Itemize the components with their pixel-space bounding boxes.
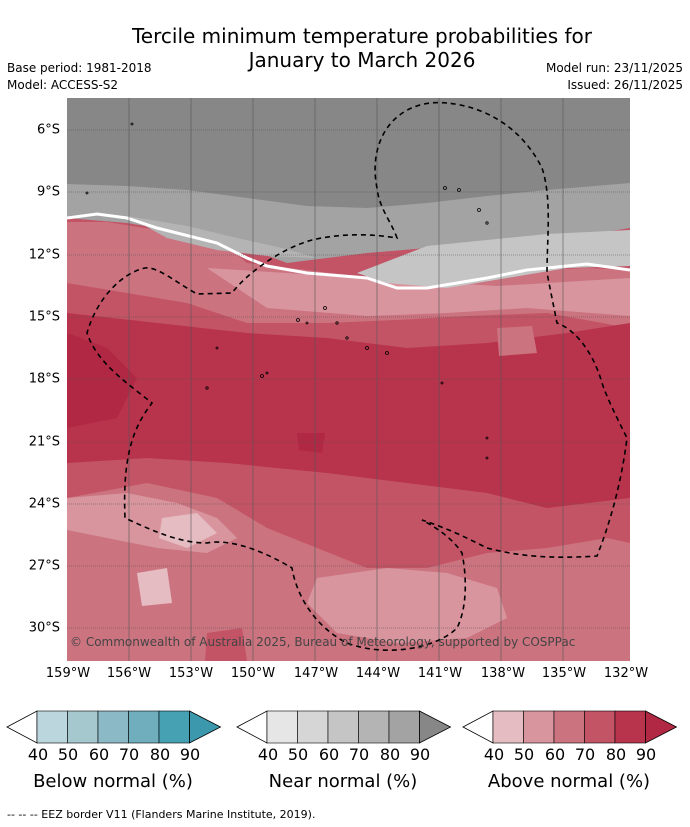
- model-name: Model: ACCESS-S2: [7, 78, 119, 92]
- copyright-text: © Commonwealth of Australia 2025, Bureau…: [70, 635, 575, 649]
- colorbar-near-swatch-1: [297, 710, 329, 744]
- tick-below-80: 80: [149, 745, 171, 764]
- lon-label-144w: 144°W: [355, 666, 401, 681]
- eez-borders: [86, 101, 628, 652]
- colorbar-below-max-arrow: [189, 710, 222, 744]
- lon-label-150w: 150°W: [230, 666, 276, 681]
- lat-label-9s: 9°S: [36, 184, 60, 200]
- title-line-2: January to March 2026: [248, 48, 476, 72]
- colorbar-near-swatch-3: [358, 710, 390, 744]
- lon-label-153w: 153°W: [168, 666, 214, 681]
- map-panel: © Commonwealth of Australia 2025, Bureau…: [67, 98, 630, 661]
- zone-above-90-patch: [297, 433, 325, 453]
- islands: [85, 122, 489, 460]
- lon-label-135w: 135°W: [541, 666, 587, 681]
- colorbar-below-swatch-3: [128, 710, 160, 744]
- colorbar-above-label: Above normal (%): [487, 771, 651, 792]
- title-line-1: Tercile minimum temperature probabilitie…: [131, 24, 593, 48]
- issued-date: Issued: 26/11/2025: [567, 78, 683, 92]
- colorbar-above: [462, 710, 678, 744]
- base-period: Base period: 1981-2018: [7, 61, 152, 75]
- colorbar-below-swatch-4: [158, 710, 190, 744]
- colorbar-below-swatch-0: [36, 710, 68, 744]
- tick-near-40: 40: [257, 745, 279, 764]
- colorbar-above-min-arrow: [462, 710, 494, 744]
- lon-label-138w: 138°W: [480, 666, 526, 681]
- tick-below-70: 70: [118, 745, 140, 764]
- meta-right: Model run: 23/11/2025 Issued: 26/11/2025: [546, 60, 683, 94]
- tick-above-90: 90: [635, 745, 657, 764]
- colorbar-above-swatch-4: [614, 710, 646, 744]
- colorbar-below-label: Below normal (%): [33, 771, 193, 792]
- lat-label-21s: 21°S: [28, 434, 60, 450]
- tick-above-40: 40: [483, 745, 505, 764]
- lon-label-141w: 141°W: [417, 666, 463, 681]
- colorbar-near-label: Near normal (%): [268, 771, 418, 792]
- meridians: [128, 98, 564, 661]
- tick-above-50: 50: [513, 745, 535, 764]
- colorbar-below-swatch-2: [97, 710, 129, 744]
- zone-above-70-south: [205, 628, 247, 661]
- colorbar-above-swatch-0: [492, 710, 524, 744]
- map-title: Tercile minimum temperature probabilitie…: [0, 24, 690, 72]
- zone-above-60-patch: [497, 326, 537, 356]
- colorbar-below: [6, 710, 222, 744]
- zone-near-70: [127, 216, 317, 258]
- lat-label-27s: 27°S: [28, 558, 60, 574]
- tick-below-50: 50: [57, 745, 79, 764]
- zone-above-50-north: [207, 268, 630, 316]
- lat-label-30s: 30°S: [28, 620, 60, 636]
- zone-above-90-west: [67, 333, 137, 428]
- zone-near-60: [357, 230, 630, 288]
- colorbar-near-swatch-4: [388, 710, 420, 744]
- lat-label-12s: 12°S: [28, 247, 60, 263]
- colorbar-near: [236, 710, 452, 744]
- tick-near-60: 60: [318, 745, 340, 764]
- lat-label-6s: 6°S: [36, 122, 60, 138]
- tick-near-90: 90: [409, 745, 431, 764]
- lat-label-18s: 18°S: [28, 371, 60, 387]
- colorbar-near-swatch-0: [266, 710, 298, 744]
- colorbar-above-swatch-1: [523, 710, 555, 744]
- colorbar-below-min-arrow: [6, 710, 38, 744]
- tick-below-90: 90: [179, 745, 201, 764]
- eez-border-path: [86, 101, 628, 652]
- tick-near-70: 70: [348, 745, 370, 764]
- model-run: Model run: 23/11/2025: [545, 61, 683, 75]
- lon-label-132w: 132°W: [603, 666, 649, 681]
- tick-below-40: 40: [27, 745, 49, 764]
- lon-label-156w: 156°W: [106, 666, 152, 681]
- lat-label-24s: 24°S: [28, 496, 60, 512]
- zone-above-80: [67, 313, 630, 508]
- lon-label-147w: 147°W: [293, 666, 339, 681]
- colorbar-above-max-arrow: [645, 710, 678, 744]
- lon-label-159w: 159°W: [45, 666, 91, 681]
- meta-left: Base period: 1981-2018 Model: ACCESS-S2: [7, 60, 152, 94]
- zone-above-50-south: [307, 568, 507, 643]
- colorbar-below-swatch-1: [67, 710, 99, 744]
- colorbar-above-swatch-2: [553, 710, 585, 744]
- tick-below-60: 60: [88, 745, 110, 764]
- colorbar-near-max-arrow: [419, 710, 452, 744]
- lat-label-15s: 15°S: [28, 309, 60, 325]
- colorbar-near-min-arrow: [236, 710, 268, 744]
- tick-above-70: 70: [574, 745, 596, 764]
- colorbar-above-swatch-3: [584, 710, 616, 744]
- colorbar-near-swatch-2: [327, 710, 359, 744]
- tick-above-80: 80: [605, 745, 627, 764]
- boundary-line: [67, 212, 630, 290]
- eez-note: -- -- -- EEZ border V11 (Flanders Marine…: [7, 808, 316, 821]
- map-canvas: © Commonwealth of Australia 2025, Bureau…: [67, 98, 630, 661]
- zone-above-40-south: [137, 568, 172, 606]
- tick-near-50: 50: [287, 745, 309, 764]
- tick-above-60: 60: [544, 745, 566, 764]
- tick-near-80: 80: [379, 745, 401, 764]
- zone-above-40-southwest: [159, 513, 217, 548]
- zone-near-90: [67, 98, 630, 208]
